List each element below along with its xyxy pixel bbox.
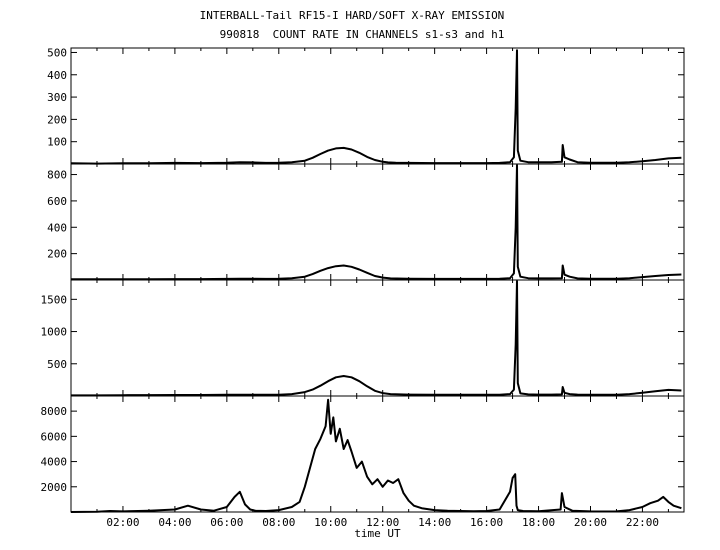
ytick-label-h1-8000: 8000: [41, 405, 68, 418]
xtick-label-22: 22:00: [626, 516, 659, 529]
chart-title: INTERBALL-Tail RF15-I HARD/SOFT X-RAY EM…: [199, 9, 505, 22]
ytick-label-s3-500: 500: [47, 358, 67, 371]
ytick-label-s1-300: 300: [47, 91, 67, 104]
series-s3: [71, 280, 682, 397]
xtick-label-20: 20:00: [574, 516, 607, 529]
x-axis-label: time UT: [354, 527, 401, 540]
xtick-label-14: 14:00: [418, 516, 451, 529]
xtick-label-2: 02:00: [106, 516, 139, 529]
ytick-label-s3-1500: 1500: [41, 293, 68, 306]
ytick-label-s1-400: 400: [47, 69, 67, 82]
ytick-label-h1-2000: 2000: [41, 481, 68, 494]
chart-subtitle: 990818 COUNT RATE IN CHANNELS s1-s3 and …: [219, 28, 505, 41]
ytick-label-h1-4000: 4000: [41, 456, 68, 469]
panel-s1-frame: [70, 47, 685, 165]
ytick-label-s2-600: 600: [47, 195, 67, 208]
ytick-label-s1-200: 200: [47, 113, 67, 126]
series-s1: [70, 49, 682, 165]
ytick-label-s3-1000: 1000: [41, 326, 68, 339]
xtick-label-12: 12:00: [366, 516, 399, 529]
xtick-label-4: 04:00: [158, 516, 191, 529]
panel-h1-frame: [70, 395, 685, 513]
ytick-label-s2-800: 800: [47, 169, 67, 182]
panel-s3-frame: [70, 279, 685, 397]
panel-s2-frame: [70, 163, 685, 281]
xtick-label-10: 10:00: [314, 516, 347, 529]
xtick-label-16: 16:00: [470, 516, 503, 529]
series-h1: [70, 398, 682, 513]
xtick-label-18: 18:00: [522, 516, 555, 529]
ytick-label-h1-6000: 6000: [41, 430, 68, 443]
xtick-label-6: 06:00: [210, 516, 243, 529]
xtick-label-8: 08:00: [262, 516, 295, 529]
ytick-label-s1-100: 100: [47, 136, 67, 149]
series-s2: [71, 164, 682, 281]
ytick-label-s1-500: 500: [47, 46, 67, 59]
ytick-label-s2-400: 400: [47, 221, 67, 234]
ytick-label-s2-200: 200: [47, 248, 67, 261]
